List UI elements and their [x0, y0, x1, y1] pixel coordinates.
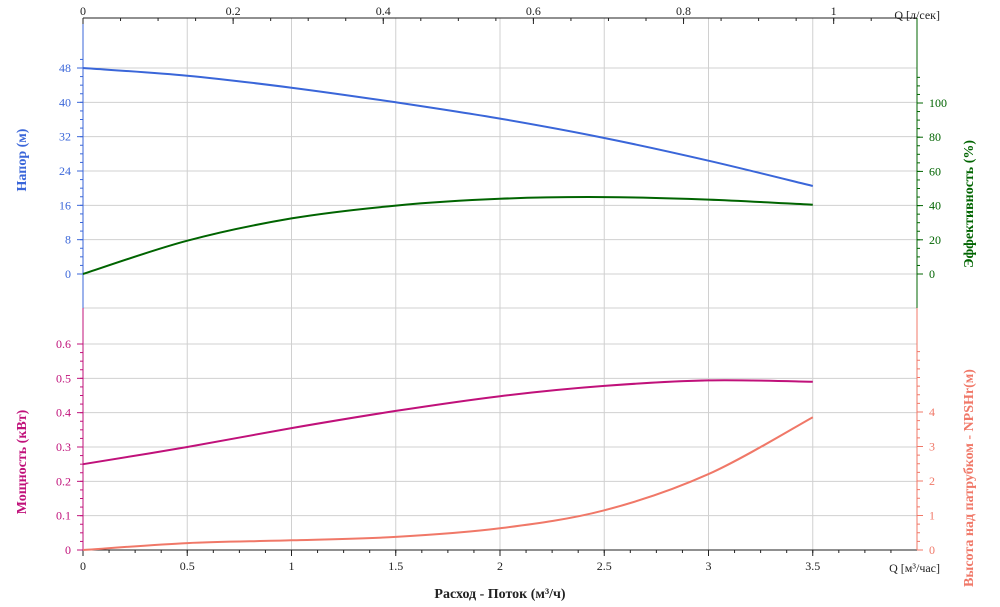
x-axis-title: Расход - Поток (м³/ч): [434, 587, 566, 602]
power-tick-label: 0.5: [56, 371, 71, 385]
efficiency-tick-label: 0: [929, 267, 935, 281]
x-bottom-tick-label: 2: [497, 559, 503, 573]
x-top-unit-label: Q [л/сек]: [894, 8, 940, 22]
x-top-tick-label: 0.8: [676, 4, 691, 18]
x-top-tick-label: 0.2: [226, 4, 241, 18]
x-bottom-tick-label: 0.5: [180, 559, 195, 573]
x-top-tick-label: 0: [80, 4, 86, 18]
power-axis-title: Мощность (кВт): [15, 409, 30, 514]
efficiency-tick-label: 100: [929, 96, 947, 110]
head-tick-label: 0: [65, 267, 71, 281]
power-tick-label: 0.3: [56, 440, 71, 454]
head-tick-label: 24: [59, 164, 71, 178]
npshr-axis-title: Высота над патрубком - NPSHr(м): [962, 369, 977, 587]
x-bottom-tick-label: 1.5: [388, 559, 403, 573]
power-tick-label: 0.2: [56, 474, 71, 488]
npshr-tick-label: 3: [929, 440, 935, 454]
npshr-tick-label: 0: [929, 543, 935, 557]
power-tick-label: 0: [65, 543, 71, 557]
npshr-tick-label: 2: [929, 474, 935, 488]
x-top-tick-label: 1: [831, 4, 837, 18]
npshr-tick-label: 4: [929, 405, 935, 419]
x-bottom-tick-label: 3.5: [805, 559, 820, 573]
x-top-tick-label: 0.6: [526, 4, 541, 18]
efficiency-axis-title: Эффективность (%): [962, 140, 977, 268]
x-bottom-tick-label: 3: [706, 559, 712, 573]
head-tick-label: 48: [59, 61, 71, 75]
x-bottom-tick-label: 1: [289, 559, 295, 573]
head-axis-title: Напор (м): [15, 128, 30, 191]
efficiency-curve: [82, 196, 813, 275]
x-bottom-unit-label: Q [м³/час]: [889, 561, 940, 575]
efficiency-tick-label: 40: [929, 199, 941, 213]
ticks: 0 0.5 1 1.5 2 2.5 3 3.50 0.2 0.4 0.6 0.8 10816243240…: [56, 4, 947, 573]
power-tick-label: 0.6: [56, 337, 71, 351]
head-tick-label: 40: [59, 95, 71, 109]
head-tick-label: 32: [59, 130, 71, 144]
npshr-tick-label: 1: [929, 509, 935, 523]
x-bottom-tick-label: 0: [80, 559, 86, 573]
head-curve: [82, 67, 814, 187]
efficiency-tick-label: 20: [929, 233, 941, 247]
power-tick-label: 0.4: [56, 406, 71, 420]
head-tick-label: 16: [59, 198, 71, 212]
npshr-curve: [82, 416, 814, 551]
head-tick-label: 8: [65, 233, 71, 247]
efficiency-tick-label: 80: [929, 130, 941, 144]
efficiency-tick-label: 60: [929, 164, 941, 178]
power-curve: [82, 379, 813, 466]
x-bottom-tick-label: 2.5: [597, 559, 612, 573]
series-lines: [82, 67, 814, 551]
power-tick-label: 0.1: [56, 509, 71, 523]
x-top-tick-label: 0.4: [376, 4, 391, 18]
grid: [83, 18, 918, 550]
